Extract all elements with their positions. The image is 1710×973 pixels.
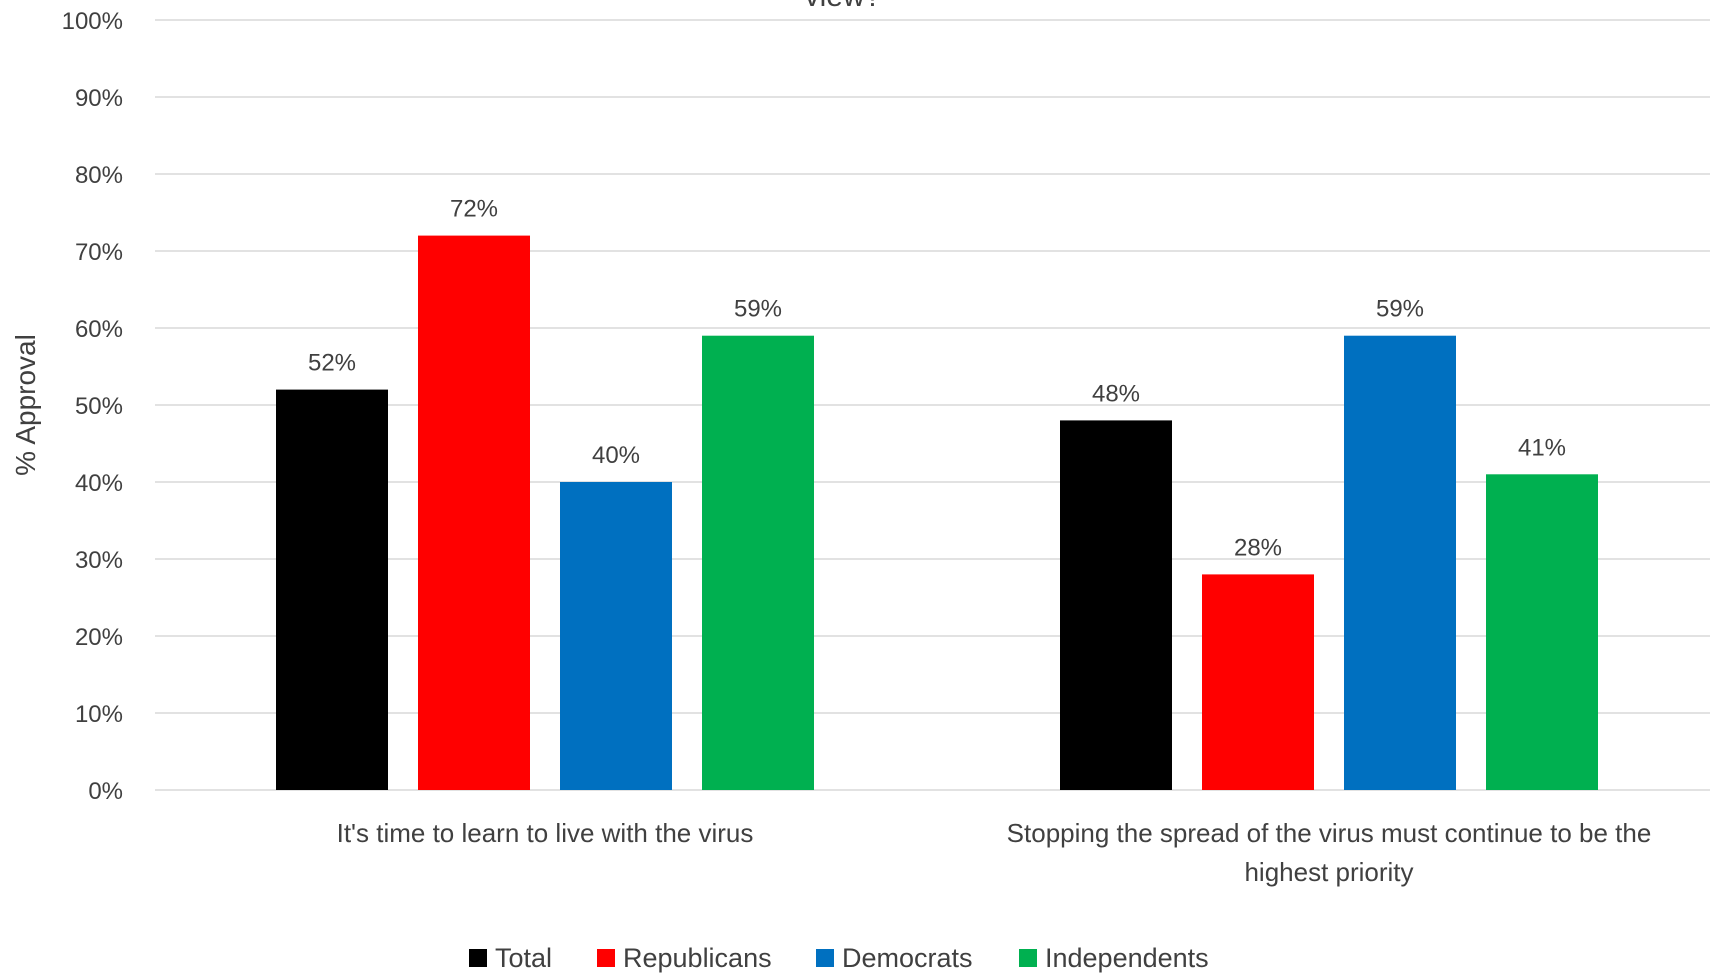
legend-label: Democrats <box>842 943 973 973</box>
legend-item-republicans: Republicans <box>597 943 772 973</box>
data-label: 52% <box>308 350 356 377</box>
bar-independents-1 <box>702 335 814 790</box>
data-label: 41% <box>1518 434 1566 461</box>
bar-total-1 <box>276 389 388 790</box>
y-tick-label: 10% <box>75 701 123 728</box>
y-tick-label: 20% <box>75 624 123 651</box>
bars <box>276 235 1598 791</box>
legend-label: Republicans <box>623 943 772 973</box>
bar-total-2 <box>1060 420 1172 790</box>
y-tick-label: 80% <box>75 162 123 189</box>
category-label: It's time to learn to live with the viru… <box>337 818 754 848</box>
y-tick-label: 0% <box>88 778 123 805</box>
legend: Total Republicans Democrats Independents <box>469 943 1209 973</box>
data-label: 48% <box>1092 380 1140 407</box>
legend-item-democrats: Democrats <box>816 943 973 973</box>
x-axis-category-labels: It's time to learn to live with the viru… <box>337 818 1652 887</box>
data-labels: 52% 48% 72% 28% 40% 59% 59% 41% <box>308 196 1566 562</box>
data-label: 28% <box>1234 534 1282 561</box>
legend-swatch <box>597 949 615 967</box>
data-label: 72% <box>450 196 498 223</box>
data-label: 59% <box>1376 296 1424 323</box>
y-tick-label: 60% <box>75 316 123 343</box>
y-tick-label: 90% <box>75 85 123 112</box>
bar-independents-2 <box>1486 474 1598 790</box>
y-axis-tick-labels: 0% 10% 20% 30% 40% 50% 60% 70% 80% 90% 100% <box>62 8 123 805</box>
category-label: Stopping the spread of the virus must co… <box>1007 818 1652 848</box>
data-label: 40% <box>592 442 640 469</box>
y-tick-label: 40% <box>75 470 123 497</box>
bar-republicans-1 <box>418 235 530 791</box>
legend-label: Independents <box>1045 943 1209 973</box>
data-label: 59% <box>734 296 782 323</box>
bar-democrats-2 <box>1344 335 1456 790</box>
chart-title: view? <box>805 0 882 13</box>
y-tick-label: 50% <box>75 393 123 420</box>
legend-swatch <box>816 949 834 967</box>
bar-democrats-1 <box>560 482 672 790</box>
legend-item-total: Total <box>469 943 552 973</box>
legend-label: Total <box>495 943 552 973</box>
category-label: highest priority <box>1244 857 1413 887</box>
legend-swatch <box>1019 949 1037 967</box>
legend-swatch <box>469 949 487 967</box>
legend-item-independents: Independents <box>1019 943 1209 973</box>
y-tick-label: 30% <box>75 547 123 574</box>
y-tick-label: 100% <box>62 8 123 35</box>
y-axis-title: % Approval <box>10 334 41 476</box>
gridlines <box>155 19 1710 791</box>
bar-republicans-2 <box>1202 574 1314 790</box>
y-tick-label: 70% <box>75 239 123 266</box>
